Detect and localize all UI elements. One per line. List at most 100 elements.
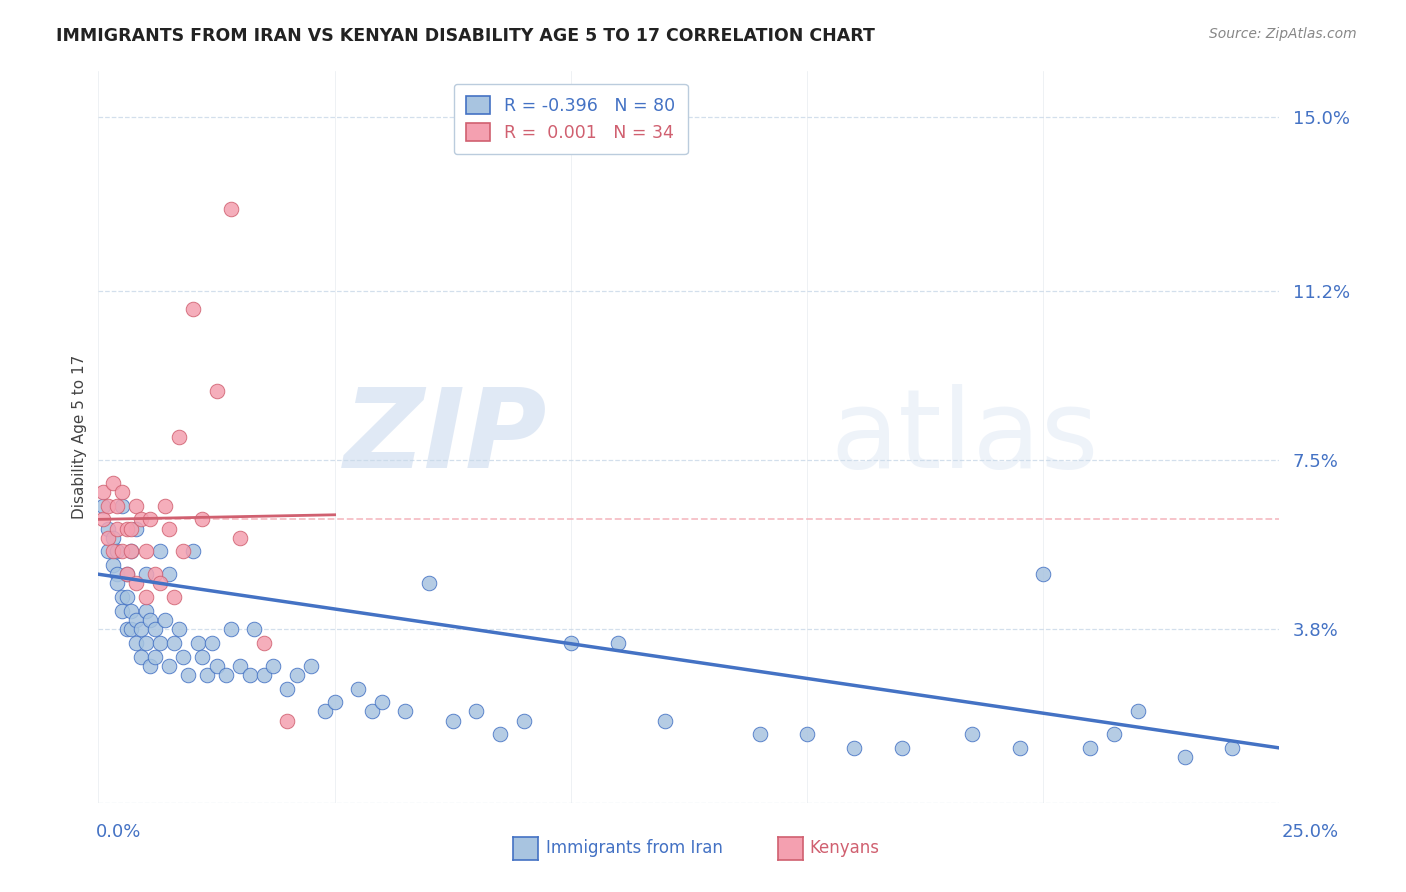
Point <box>167 430 190 444</box>
Point <box>560 636 582 650</box>
Point <box>143 622 166 636</box>
Point <box>1174 750 1197 764</box>
Point <box>97 499 120 513</box>
Point <box>115 567 138 582</box>
Point <box>143 567 166 582</box>
Point <box>262 658 284 673</box>
Point <box>394 705 416 719</box>
Point <box>91 499 114 513</box>
Point <box>157 521 180 535</box>
Point <box>111 499 134 513</box>
Point <box>149 576 172 591</box>
Point <box>796 727 818 741</box>
Point <box>135 636 157 650</box>
Point <box>135 590 157 604</box>
Text: atlas: atlas <box>831 384 1099 491</box>
Point <box>748 727 770 741</box>
Point <box>105 544 128 558</box>
Point <box>1126 705 1149 719</box>
Point <box>441 714 464 728</box>
Point <box>111 604 134 618</box>
Point <box>139 613 162 627</box>
Text: Source: ZipAtlas.com: Source: ZipAtlas.com <box>1209 27 1357 41</box>
Text: 0.0%: 0.0% <box>96 822 141 840</box>
Point <box>890 740 912 755</box>
Point <box>125 636 148 650</box>
Point <box>323 695 346 709</box>
Point <box>153 613 176 627</box>
Point <box>195 667 218 681</box>
Point <box>347 681 370 696</box>
Point <box>215 667 238 681</box>
Point <box>243 622 266 636</box>
Point <box>253 667 276 681</box>
Point <box>219 622 242 636</box>
Text: ZIP: ZIP <box>343 384 547 491</box>
Point <box>229 658 252 673</box>
Point <box>101 558 124 573</box>
Point <box>181 544 204 558</box>
Point <box>139 512 162 526</box>
Point <box>135 604 157 618</box>
Point <box>205 384 228 399</box>
Point <box>115 521 138 535</box>
Point <box>105 499 128 513</box>
Point <box>105 567 128 582</box>
Point <box>149 544 172 558</box>
Point <box>172 649 194 664</box>
Point <box>219 202 242 216</box>
Point <box>105 576 128 591</box>
Point <box>101 531 124 545</box>
Point <box>276 681 298 696</box>
Point <box>139 658 162 673</box>
Point <box>181 302 204 317</box>
Point <box>153 499 176 513</box>
Point <box>97 521 120 535</box>
Point <box>276 714 298 728</box>
Point <box>129 649 152 664</box>
Text: 25.0%: 25.0% <box>1281 822 1339 840</box>
Point <box>149 636 172 650</box>
Point <box>285 667 308 681</box>
Point <box>844 740 866 755</box>
Point <box>97 544 120 558</box>
Point <box>125 521 148 535</box>
Point <box>121 544 143 558</box>
Point <box>489 727 512 741</box>
Point <box>135 544 157 558</box>
Point <box>654 714 676 728</box>
Point <box>111 590 134 604</box>
Point <box>172 544 194 558</box>
Point <box>361 705 384 719</box>
Point <box>607 636 630 650</box>
Point <box>512 714 534 728</box>
Point <box>101 544 124 558</box>
Point <box>111 544 134 558</box>
Point <box>121 604 143 618</box>
Point <box>205 658 228 673</box>
Point <box>91 485 114 500</box>
Point <box>121 521 143 535</box>
Point <box>101 475 124 490</box>
Point <box>157 658 180 673</box>
Point <box>135 567 157 582</box>
Point <box>167 622 190 636</box>
Point <box>187 636 209 650</box>
Y-axis label: Disability Age 5 to 17: Disability Age 5 to 17 <box>72 355 87 519</box>
Point <box>1220 740 1243 755</box>
Point <box>201 636 224 650</box>
Point <box>163 590 186 604</box>
Text: IMMIGRANTS FROM IRAN VS KENYAN DISABILITY AGE 5 TO 17 CORRELATION CHART: IMMIGRANTS FROM IRAN VS KENYAN DISABILIT… <box>56 27 875 45</box>
Text: Immigrants from Iran: Immigrants from Iran <box>546 839 723 857</box>
Point <box>239 667 262 681</box>
Point <box>129 622 152 636</box>
Point <box>418 576 440 591</box>
Point <box>97 531 120 545</box>
Point <box>121 544 143 558</box>
Point <box>253 636 276 650</box>
Legend: R = -0.396   N = 80, R =  0.001   N = 34: R = -0.396 N = 80, R = 0.001 N = 34 <box>454 84 688 154</box>
Point <box>115 622 138 636</box>
Point <box>1102 727 1125 741</box>
Point <box>129 512 152 526</box>
Point <box>299 658 322 673</box>
